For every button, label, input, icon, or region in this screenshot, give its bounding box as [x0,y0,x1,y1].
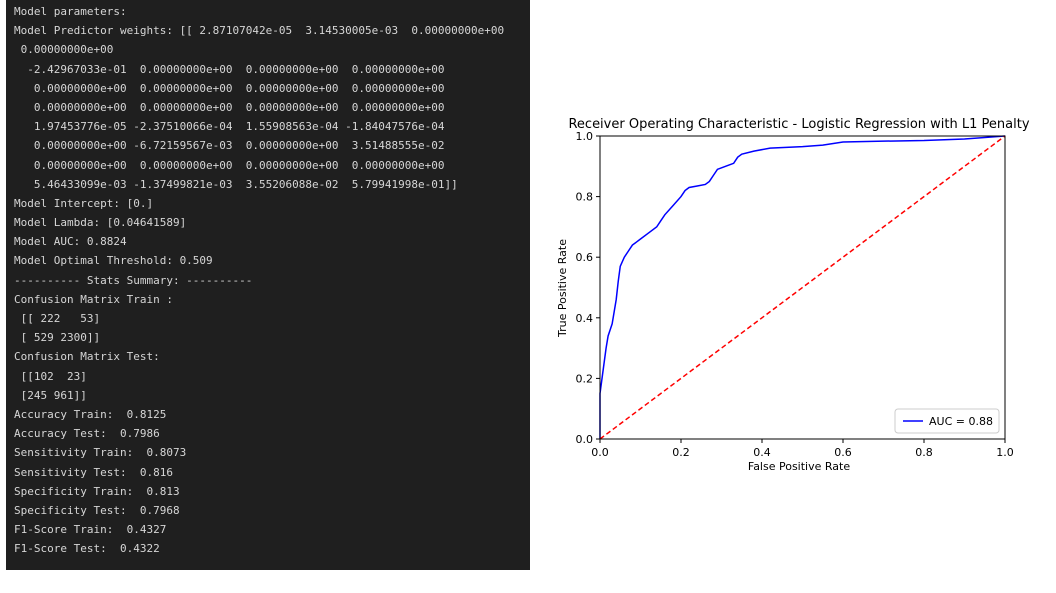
y-tick-label: 0.0 [576,433,594,446]
y-tick-label: 0.6 [576,251,594,264]
console-line: Sensitivity Test: 0.816 [14,465,173,479]
console-line: Confusion Matrix Test: [14,350,160,364]
console-line: ---------- Stats Summary: ---------- [14,273,253,287]
console-line: 0.00000000e+00 0.00000000e+00 0.00000000… [14,100,445,114]
console-line: -2.42967033e-01 0.00000000e+00 0.0000000… [14,62,445,76]
console-line: Confusion Matrix Train : [14,292,173,306]
plot-frame [599,135,1006,440]
console-line: 5.46433099e-03 -1.37499821e-03 3.5520608… [14,177,458,191]
y-tick-label: 0.2 [576,372,594,385]
console-line: Specificity Test: 0.7968 [14,503,180,517]
console-line: Model Predictor weights: [[ 2.87107042e-… [14,24,505,38]
console-line: Model parameters: [14,5,127,18]
console-line: 0.00000000e+00 0.00000000e+00 0.00000000… [14,81,445,95]
x-tick-label: 1.0 [996,446,1014,459]
y-tick-label: 0.8 [576,191,594,204]
console-line: Specificity Train: 0.813 [14,484,180,498]
x-tick-label: 0.2 [672,446,690,459]
console-line: [ 529 2300]] [14,331,101,345]
roc-chart-svg: Receiver Operating Characteristic - Logi… [556,117,1030,473]
console-line: Model Optimal Threshold: 0.509 [14,254,213,268]
console-line: 1.97453776e-05 -2.37510066e-04 1.5590856… [14,120,445,134]
y-tick-label: 1.0 [576,130,594,143]
y-tick-label: 0.4 [576,312,594,325]
console-line: 0.00000000e+00 -6.72159567e-03 0.0000000… [14,139,445,153]
x-axis-label: False Positive Rate [748,460,850,473]
x-tick-label: 0.8 [915,446,933,459]
console-line: [[ 222 53] [14,312,101,325]
x-tick-label: 0.0 [591,446,609,459]
console-line: Sensitivity Train: 0.8073 [14,446,187,460]
x-tick-label: 0.4 [753,446,771,459]
console-line: Model Intercept: [0.] [14,196,154,210]
console-line: Model Lambda: [0.04641589] [14,216,187,230]
legend: AUC = 0.88 [894,408,1000,434]
legend-label: AUC = 0.88 [929,415,993,428]
chart-title: Receiver Operating Characteristic - Logi… [568,117,1029,132]
chance-diagonal-line [599,135,1006,440]
console-line: Model AUC: 0.8824 [14,235,127,249]
y-axis-label: True Positive Rate [556,239,569,338]
x-tick-label: 0.6 [834,446,852,459]
console-line: Accuracy Test: 0.7986 [14,427,160,441]
console-line: 0.00000000e+00 0.00000000e+00 0.00000000… [14,158,445,172]
roc-curve-line [599,135,1006,439]
console-line: F1-Score Train: 0.4327 [14,523,167,537]
console-output-panel: Model parameters: Model Predictor weights… [6,0,530,570]
console-line: F1-Score Test: 0.4322 [14,542,160,556]
console-line: 0.00000000e+00 [14,43,114,57]
console-line: [[102 23] [14,369,87,383]
roc-chart: Receiver Operating Characteristic - Logi… [550,108,1056,488]
legend-box [894,408,1000,434]
console-line: Accuracy Train: 0.8125 [14,407,167,421]
console-line: [245 961]] [14,388,87,402]
plot-area: 0.0 0.2 0.4 0.6 0.8 1.0 0.0 0.2 0.4 0.6 0.8 1.0 [576,130,1014,459]
